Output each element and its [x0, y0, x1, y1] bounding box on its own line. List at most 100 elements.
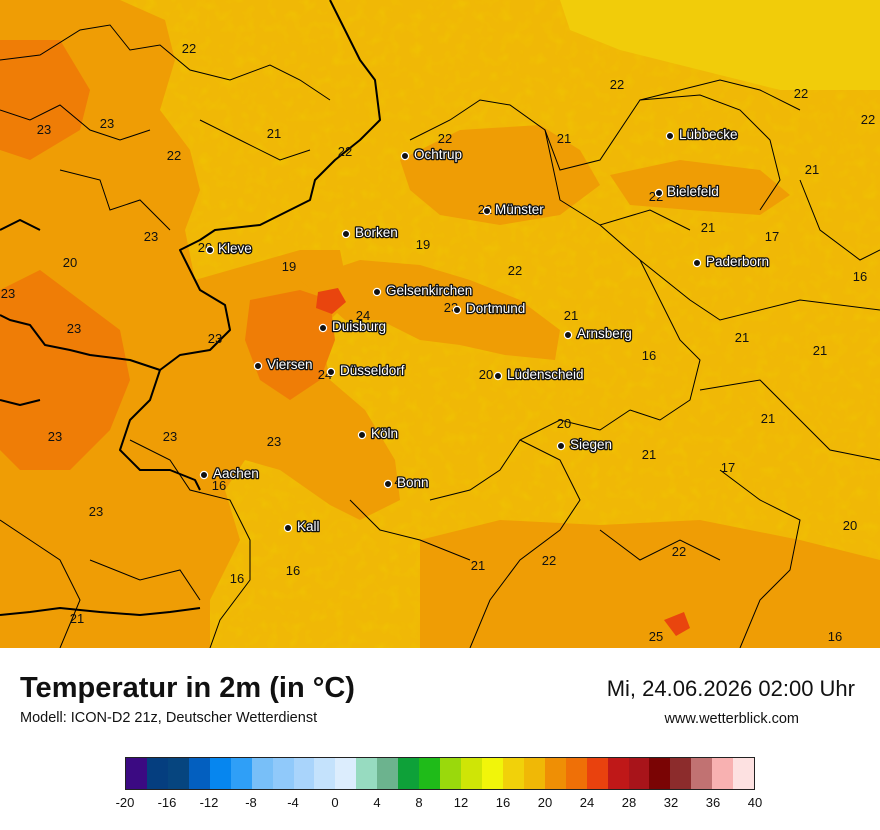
legend-swatch	[440, 758, 461, 789]
city-label: Lübbecke	[679, 127, 738, 142]
temperature-map: 22 22 23 23 22 21 22 22 21 21 22 22 21 2…	[0, 0, 880, 648]
city-label: Kleve	[218, 241, 252, 256]
city-dot	[283, 523, 293, 533]
city-dot	[372, 287, 382, 297]
city-bonn: Bonn	[383, 474, 430, 491]
temperature-value: 22	[338, 144, 352, 159]
legend-tick-label: 0	[331, 795, 339, 810]
legend-tick-label: 20	[537, 795, 553, 810]
temperature-value: 25	[649, 629, 663, 644]
temperature-value: 20	[557, 416, 571, 431]
temperature-value: 4	[394, 474, 401, 489]
city-dot	[318, 323, 328, 333]
temperature-value: 22	[861, 112, 875, 127]
city-dot	[654, 188, 664, 198]
city-luebbecke: Lübbecke	[665, 126, 739, 143]
legend-swatch	[335, 758, 357, 789]
temperature-value: 21	[557, 131, 571, 146]
city-dot	[563, 330, 573, 340]
temperature-value: 16	[642, 348, 656, 363]
city-label: Lüdenscheid	[507, 367, 584, 382]
color-legend	[125, 757, 755, 790]
temperature-value: 24	[356, 308, 370, 323]
city-dortmund: Dortmund	[452, 300, 527, 317]
temperature-value: 23	[267, 434, 281, 449]
legend-swatch	[209, 758, 231, 789]
temperature-value: 23	[89, 504, 103, 519]
temperature-value: 16	[212, 478, 226, 493]
temperature-value: 21	[642, 447, 656, 462]
city-label: Viersen	[267, 357, 313, 372]
legend-swatch	[398, 758, 420, 789]
legend-swatch	[691, 758, 713, 789]
temp-field-west-warm	[0, 40, 90, 160]
temperature-value: 23	[48, 429, 62, 444]
legend-swatch	[481, 758, 503, 789]
temperature-value: 17	[765, 229, 779, 244]
legend-swatch	[523, 758, 545, 789]
legend-tick-label: 28	[621, 795, 637, 810]
temperature-values: 22 22 23 23 22 21 22 22 21 21 22 22 21 2…	[1, 41, 875, 644]
city-muenster: Münster	[482, 201, 546, 218]
legend-swatch	[251, 758, 273, 789]
city-gelsenkirchen: Gelsenkirchen	[372, 282, 474, 299]
city-borken: Borken	[341, 224, 399, 241]
legend-swatch	[461, 758, 482, 789]
temperature-value: 22	[610, 77, 624, 92]
city-ochtrup: Ochtrup	[400, 146, 463, 163]
city-kleve: Kleve	[205, 240, 253, 257]
legend-swatch	[670, 758, 692, 789]
city-dot	[482, 206, 492, 216]
temperature-value: 21	[701, 220, 715, 235]
city-label: Bonn	[397, 475, 429, 490]
legend-tick-label: -8	[245, 795, 257, 810]
city-label: Kall	[297, 519, 320, 534]
temperature-value: 22	[672, 544, 686, 559]
website-url: www.wetterblick.com	[664, 711, 799, 727]
temperature-value: 21	[70, 611, 84, 626]
legend-tick-label: -20	[115, 795, 135, 810]
temperature-value: 19	[282, 259, 296, 274]
legend-swatch	[377, 758, 399, 789]
legend-swatch	[293, 758, 315, 789]
temperature-value: 20	[63, 255, 77, 270]
legend-swatch	[272, 758, 294, 789]
city-label: Duisburg	[332, 319, 386, 334]
national-borders	[0, 0, 381, 616]
temperature-value: 21	[564, 308, 578, 323]
temp-field-west-warm	[0, 270, 130, 470]
legend-swatch	[544, 758, 566, 789]
city-label: Düsseldorf	[340, 363, 405, 378]
legend-tick-label: 8	[415, 795, 423, 810]
temperature-value: 22	[167, 148, 181, 163]
temperature-value: 23	[1, 286, 15, 301]
temp-field-ruhr	[300, 260, 560, 360]
legend-tick-label: 4	[373, 795, 381, 810]
temperature-value: 22	[438, 131, 452, 146]
city-label: Gelsenkirchen	[386, 283, 472, 298]
city-koeln: Köln	[357, 425, 399, 442]
city-label: Köln	[371, 426, 398, 441]
temperature-value: 22	[182, 41, 196, 56]
legend-swatch	[167, 758, 189, 789]
temperature-value: 19	[416, 237, 430, 252]
city-dot	[383, 479, 393, 489]
legend-tick-label: 36	[705, 795, 721, 810]
legend-swatch	[419, 758, 441, 789]
temperature-value: 21	[267, 126, 281, 141]
city-dot	[326, 367, 336, 377]
temperature-value: 23	[163, 429, 177, 444]
legend-ticks: -20 -16 -12 -8 -4 0 4 8 12 16 20 24 28 32 36 40	[116, 795, 763, 815]
temperature-value: 21	[805, 162, 819, 177]
temperature-value: 16	[828, 629, 842, 644]
legend-tick-label: 32	[663, 795, 679, 810]
city-dot	[205, 245, 215, 255]
city-label: Aachen	[213, 466, 259, 481]
city-paderborn: Paderborn	[692, 253, 770, 270]
temperature-value: 21	[735, 330, 749, 345]
temperature-value: 21	[761, 411, 775, 426]
temperature-value: 16	[230, 571, 244, 586]
city-dot	[357, 430, 367, 440]
legend-tick-label: -16	[157, 795, 177, 810]
temperature-value: 20	[843, 518, 857, 533]
